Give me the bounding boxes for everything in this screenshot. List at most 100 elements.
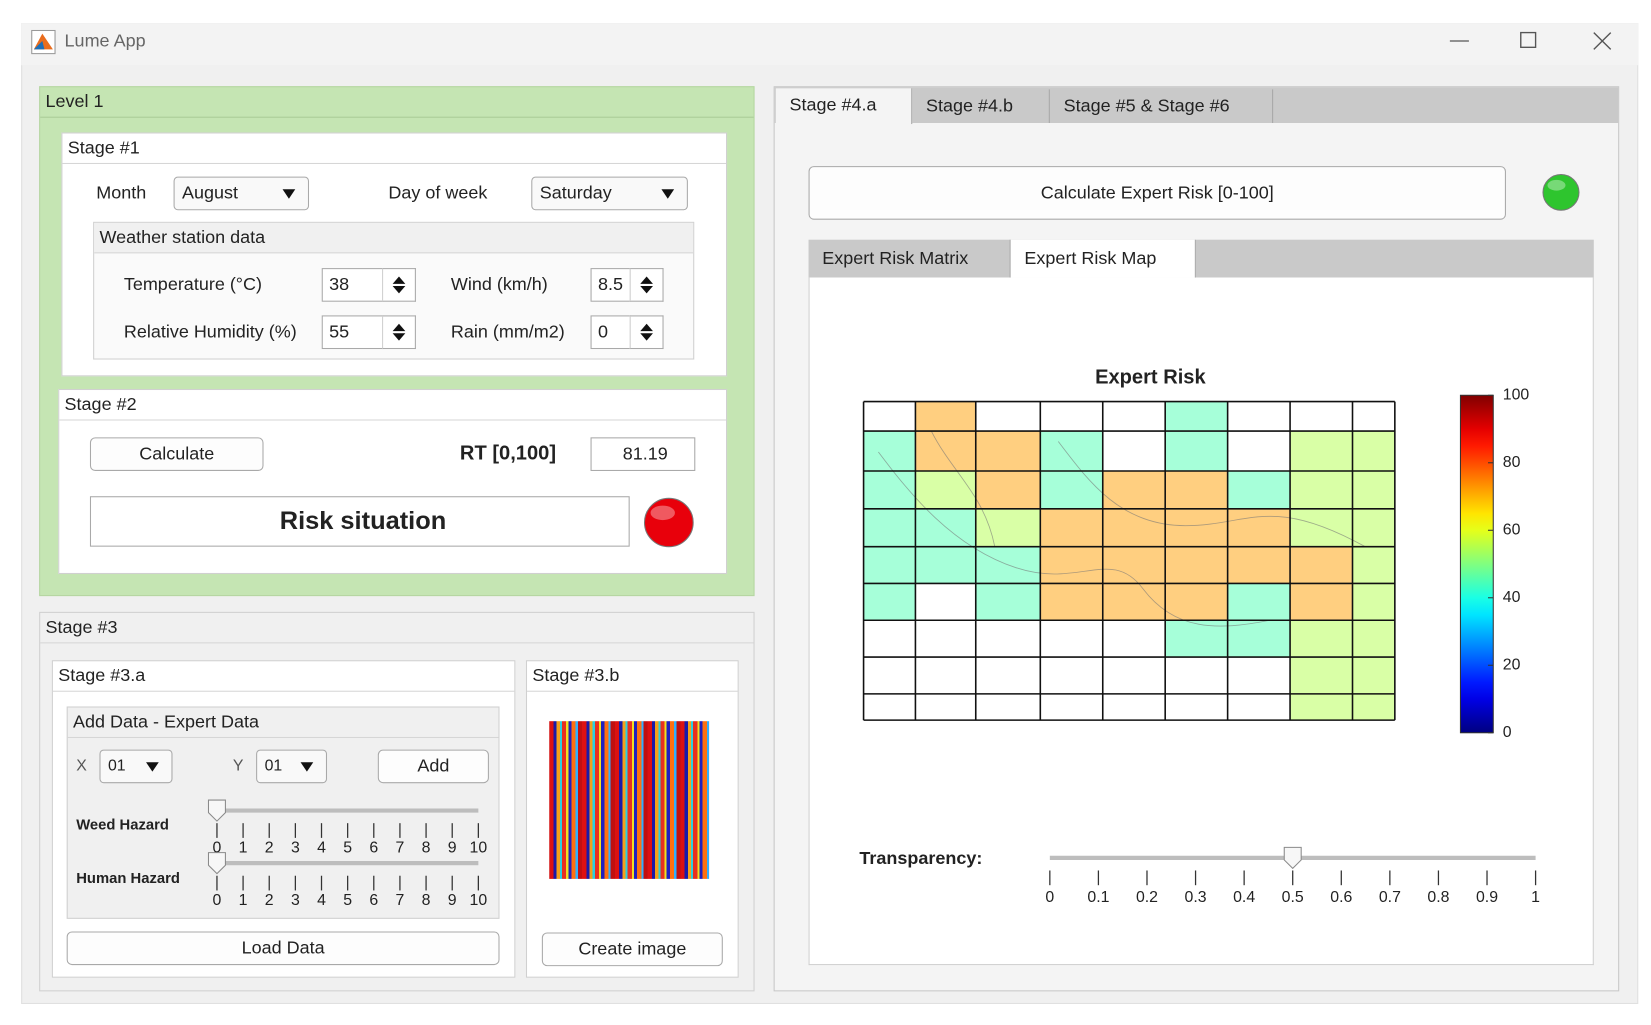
subtab[interactable]: Expert Risk Map (1010, 239, 1196, 278)
map-cell (863, 546, 916, 584)
calculate-button[interactable]: Calculate (89, 437, 264, 471)
map-cell (1227, 508, 1291, 547)
tab[interactable]: Stage #4.b (912, 89, 1050, 124)
colorbar-tick-label: 20 (1503, 656, 1521, 673)
slider-tick-label: 0.8 (1427, 889, 1449, 906)
spinner-arrows[interactable] (382, 268, 416, 302)
map-cell (1165, 620, 1228, 658)
slider-tick-label: 0.2 (1136, 889, 1158, 906)
map-cell (1352, 508, 1395, 547)
create-image-button[interactable]: Create image (541, 932, 723, 967)
subtab-strip (808, 239, 1594, 278)
slider-tick-label: 0 (213, 840, 222, 857)
map-cell (915, 431, 976, 471)
map-cell (1102, 583, 1166, 621)
map-cell (1352, 431, 1395, 471)
spinner-arrows[interactable] (382, 315, 416, 350)
expert-risk-button[interactable]: Calculate Expert Risk [0-100] (808, 166, 1506, 220)
map-cell (1102, 508, 1166, 547)
map-cell (1165, 401, 1228, 432)
map-cell (1040, 508, 1103, 547)
map-cell (1165, 470, 1228, 509)
slider-tick-label: 3 (291, 840, 300, 857)
slider-thumb[interactable] (207, 852, 226, 875)
humidity-field[interactable]: 55 (321, 315, 384, 350)
map-cell (1352, 657, 1395, 694)
slider-tick-label: 0.7 (1379, 889, 1401, 906)
map-cell (1352, 470, 1395, 509)
slider-tick-label: 0.6 (1330, 889, 1352, 906)
map-cell (1165, 508, 1228, 547)
wind-label: Wind (km/h) (450, 274, 548, 295)
slider-tick-label: 1 (239, 840, 248, 857)
tab[interactable]: Stage #5 & Stage #6 (1050, 89, 1274, 124)
colorbar-tick-label: 40 (1503, 589, 1521, 606)
load-data-button[interactable]: Load Data (66, 931, 500, 966)
slider-tick-label: 4 (317, 840, 326, 857)
day-dropdown[interactable]: Saturday (531, 176, 688, 211)
spinner-arrows[interactable] (629, 268, 664, 302)
month-dropdown[interactable]: August (173, 176, 310, 211)
rain-field[interactable]: 0 (590, 315, 631, 350)
slider-tick-label: 4 (317, 892, 326, 909)
map-cell (1227, 620, 1291, 658)
window-controls[interactable] (1439, 27, 1629, 54)
temperature-label: Temperature (°C) (123, 274, 262, 295)
rt-field: 81.19 (590, 437, 696, 471)
spinner-arrows[interactable] (629, 315, 664, 350)
map-cell (915, 508, 976, 547)
map-cell (1290, 546, 1353, 584)
app-icon (31, 29, 56, 55)
lamp-highlight (650, 505, 675, 521)
slider-tick-label: 5 (343, 892, 352, 909)
rt-label: RT [0,100] (459, 442, 557, 465)
temperature-field[interactable]: 38 (321, 268, 384, 302)
panel-title: Stage #1 (62, 134, 726, 165)
map-cell (1290, 657, 1353, 694)
generated-image (549, 721, 710, 879)
slider-tick-label: 6 (369, 840, 378, 857)
panel-title: Stage #2 (59, 390, 726, 421)
map-cell (1352, 693, 1395, 721)
map-cell (1290, 431, 1353, 471)
human-hazard-label: Human Hazard (76, 869, 180, 887)
tab[interactable]: Stage #4.a (775, 88, 913, 125)
slider-thumb[interactable] (1283, 846, 1302, 870)
slider-tick-label: 9 (448, 892, 457, 909)
rain-label: Rain (mm/m2) (450, 321, 565, 342)
panel-title: Level 1 (40, 87, 754, 118)
x-label: X (76, 756, 87, 775)
slider-tick-label: 7 (396, 840, 405, 857)
slider-tick-label: 8 (422, 892, 431, 909)
map-cell (1102, 470, 1166, 509)
slider-tick-label: 0.5 (1282, 889, 1304, 906)
map-cell (975, 470, 1041, 509)
slider-tick-label: 0.3 (1185, 889, 1207, 906)
add-button[interactable]: Add (377, 749, 489, 784)
map-cell (1165, 546, 1228, 584)
panel-title: Stage #3.b (527, 661, 738, 692)
slider-tick-label: 9 (448, 840, 457, 857)
status-lamp (1542, 173, 1580, 211)
colorbar-tick-label: 0 (1503, 724, 1512, 741)
humidity-label: Relative Humidity (%) (123, 321, 297, 342)
x-dropdown[interactable]: 01 (99, 749, 173, 784)
colorbar-tick-label: 80 (1503, 454, 1521, 471)
map-cell (1227, 583, 1291, 621)
map-title: Expert Risk (1095, 367, 1206, 389)
subtab[interactable]: Expert Risk Matrix (809, 239, 1011, 278)
slider-tick-label: 0.9 (1476, 889, 1498, 906)
slider-thumb[interactable] (207, 799, 226, 822)
map-cell (975, 431, 1041, 471)
slider-tick-label: 6 (369, 892, 378, 909)
slider-tick-label: 7 (396, 892, 405, 909)
map-cell (1165, 431, 1228, 471)
weed-hazard-label: Weed Hazard (76, 815, 169, 833)
map-cell (1040, 583, 1103, 621)
title-bar (21, 23, 1639, 66)
y-dropdown[interactable]: 01 (256, 749, 328, 784)
colorbar (1459, 394, 1494, 734)
transparency-label: Transparency: (859, 848, 983, 869)
map-cell (1165, 583, 1228, 621)
